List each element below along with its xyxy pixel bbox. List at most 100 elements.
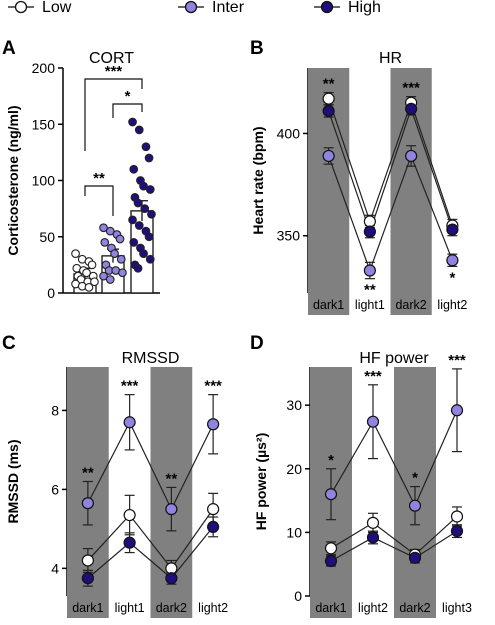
y-tick-label: 100: [32, 173, 56, 189]
data-point: [82, 268, 91, 278]
data-point: [123, 536, 136, 549]
panel-b-chart: 350 400 Heart rate (bpm) HR dark1 light1 dark2…: [250, 50, 467, 315]
data-point: [366, 516, 380, 529]
data-point: [84, 283, 94, 292]
x-tick-label: dark1: [315, 601, 346, 615]
legend-label: High: [348, 0, 381, 16]
legend-item: Inter: [178, 0, 245, 16]
y-tick-label: 20: [286, 461, 302, 477]
data-point: [71, 249, 80, 258]
data-point: [165, 503, 178, 516]
data-point: [450, 404, 464, 417]
data-point: [133, 263, 143, 273]
data-point: [446, 223, 459, 236]
legend-marker: [184, 0, 198, 14]
significance-label: **: [323, 76, 335, 93]
series-line: [328, 107, 453, 234]
data-point: [145, 254, 155, 264]
data-point: [144, 153, 154, 163]
significance-label: ***: [364, 368, 382, 385]
panel-letter: B: [250, 38, 264, 59]
data-point: [405, 149, 418, 163]
data-point: [165, 572, 178, 585]
data-point: [105, 226, 115, 236]
y-tick-label: 10: [286, 524, 302, 540]
y-tick-label: 4: [51, 560, 59, 576]
series-line: [87, 526, 214, 580]
y-tick-label: 30: [286, 397, 302, 413]
legend-marker: [14, 0, 28, 14]
series-line: [330, 530, 458, 562]
significance-label: **: [82, 465, 94, 482]
series-line: [87, 508, 214, 570]
significance-label: ***: [121, 378, 139, 395]
significance-label: **: [166, 470, 178, 487]
data-point: [87, 260, 97, 270]
data-point: [90, 277, 99, 287]
x-tick-label: light1: [115, 601, 145, 615]
data-point: [81, 554, 94, 567]
legend-item: Low: [8, 0, 72, 16]
data-point: [81, 497, 94, 510]
y-tick-label: 0: [47, 285, 55, 301]
series-line: [330, 410, 458, 508]
data-point: [133, 198, 143, 208]
panel-d-chart: 0 10 20 30 HF power (µs²) HF power dark1 light2…: [253, 350, 472, 618]
chart-title: HF power: [359, 350, 429, 367]
x-tick-label: dark2: [156, 601, 187, 615]
data-point: [99, 223, 108, 233]
dark-phase-label-bg: [150, 596, 193, 618]
x-tick-label: light3: [442, 601, 472, 615]
series-line: [328, 98, 453, 226]
data-point: [207, 520, 220, 534]
data-point: [324, 554, 338, 568]
data-point: [81, 572, 94, 585]
panel-letter: C: [2, 333, 16, 354]
series-line: [330, 516, 458, 556]
y-tick-label: 200: [32, 60, 56, 76]
data-point: [408, 499, 422, 512]
data-point: [363, 264, 376, 277]
significance-bracket: [84, 78, 143, 151]
dark-phase-label-bg: [394, 596, 436, 618]
data-point: [116, 254, 126, 264]
dark-phase-label-bg: [310, 596, 352, 618]
data-point: [324, 542, 338, 555]
significance-bracket: [84, 185, 114, 216]
y-tick-label: 0: [294, 588, 302, 604]
data-point: [450, 510, 464, 523]
data-point: [134, 125, 144, 135]
x-tick-label: dark2: [399, 601, 430, 615]
data-point: [139, 249, 148, 258]
data-point: [322, 92, 335, 105]
data-point: [405, 102, 418, 116]
series-line: [328, 154, 453, 273]
data-point: [408, 551, 422, 564]
panel-c-chart: 4 6 8 RMSSD (ms) RMSSD dark1 light1 dark2 light2…: [5, 350, 228, 618]
data-point: [99, 271, 108, 281]
data-point: [207, 418, 220, 431]
data-point: [128, 215, 137, 225]
data-point: [363, 215, 376, 228]
x-tick-label: light1: [355, 298, 385, 312]
x-tick-label: dark2: [395, 298, 426, 312]
significance-label: *: [328, 452, 334, 469]
x-tick-label: dark1: [313, 298, 344, 312]
data-point: [366, 531, 380, 544]
y-tick-label: 150: [32, 116, 56, 132]
x-tick-label: light2: [358, 601, 388, 615]
dark-phase-label-bg: [308, 293, 350, 315]
data-point: [144, 232, 154, 242]
chart-title: RMSSD: [122, 350, 180, 367]
data-point: [129, 238, 139, 247]
significance-label: *: [449, 269, 455, 286]
panel-letter: A: [2, 38, 16, 59]
data-point: [141, 142, 151, 152]
y-axis-label: RMSSD (ms): [5, 439, 21, 523]
data-point: [128, 117, 137, 127]
series-line: [87, 420, 214, 511]
data-point: [366, 415, 380, 428]
data-point: [446, 254, 459, 267]
data-point: [129, 164, 139, 174]
